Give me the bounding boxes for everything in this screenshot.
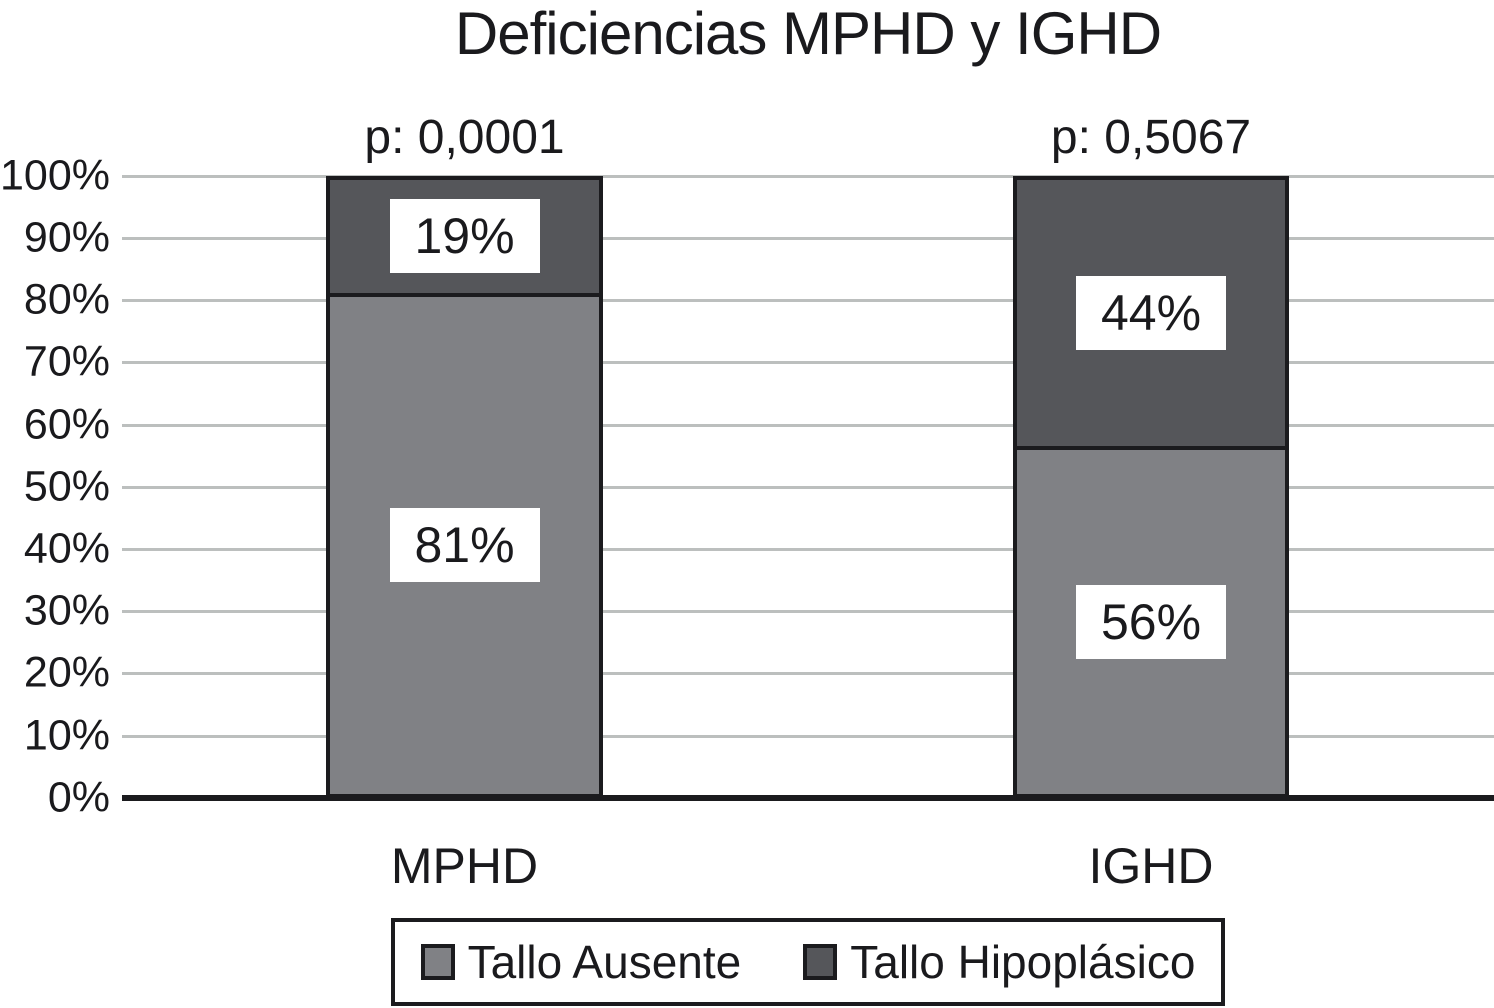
chart-title: Deficiencias MPHD y IGHD	[454, 0, 1162, 67]
ytick-label: 50%	[23, 462, 110, 511]
data-label-box: 81%	[389, 508, 540, 583]
data-label-box: 44%	[1076, 276, 1226, 351]
gridline-30	[122, 610, 1494, 613]
gridline-60	[122, 424, 1494, 427]
gridline-80	[122, 299, 1494, 302]
data-label: 44%	[1100, 285, 1202, 342]
ytick-label: 20%	[23, 648, 110, 697]
gridline-90	[122, 237, 1494, 240]
legend-label: Tallo Hipoplásico	[850, 936, 1196, 988]
data-label: 81%	[414, 517, 515, 574]
legend: Tallo Ausente Tallo Hipoplásico	[122, 918, 1494, 1006]
segment-mphd-tallo-ausente: 81%	[330, 296, 599, 794]
ytick-label: 40%	[23, 524, 110, 573]
data-label: 56%	[1100, 594, 1202, 651]
ytick-label: 60%	[23, 400, 110, 449]
ytick-label: 80%	[23, 275, 110, 324]
p-value-ighd: p: 0,5067	[1050, 111, 1252, 164]
legend-entry-tallo-hipoplasico: Tallo Hipoplásico	[803, 936, 1195, 988]
ytick-label: 70%	[23, 337, 110, 386]
ytick-label: 100%	[0, 151, 110, 200]
category-label-ighd: IGHD	[1088, 838, 1214, 894]
segment-ighd-tallo-ausente: 56%	[1017, 450, 1285, 794]
bar-ighd: 44% 56%	[1013, 176, 1289, 798]
data-label-box: 56%	[1076, 585, 1226, 660]
legend-swatch-tallo-ausente	[420, 944, 455, 980]
gridline-100	[122, 175, 1494, 178]
legend-entry-tallo-ausente: Tallo Ausente	[420, 936, 742, 988]
legend-swatch-tallo-hipoplasico	[803, 944, 838, 980]
ytick-label: 10%	[23, 711, 110, 760]
segment-ighd-tallo-hipoplasico: 44%	[1017, 180, 1285, 451]
ytick-label: 30%	[23, 586, 110, 635]
segment-mphd-tallo-hipoplasico: 19%	[330, 180, 599, 297]
gridline-10	[122, 735, 1494, 738]
category-label-mphd: MPHD	[390, 838, 539, 894]
data-label-box: 19%	[389, 199, 540, 274]
legend-label: Tallo Ausente	[467, 936, 742, 988]
bar-mphd: 19% 81%	[326, 176, 603, 798]
gridline-40	[122, 548, 1494, 551]
x-axis-line	[122, 795, 1494, 801]
data-label: 19%	[414, 208, 515, 265]
gridline-20	[122, 672, 1494, 675]
gridline-50	[122, 486, 1494, 489]
legend-box: Tallo Ausente Tallo Hipoplásico	[390, 918, 1226, 1006]
gridline-70	[122, 361, 1494, 364]
ytick-label: 0%	[47, 773, 110, 822]
ytick-label: 90%	[23, 213, 110, 262]
p-value-mphd: p: 0,0001	[364, 111, 565, 164]
